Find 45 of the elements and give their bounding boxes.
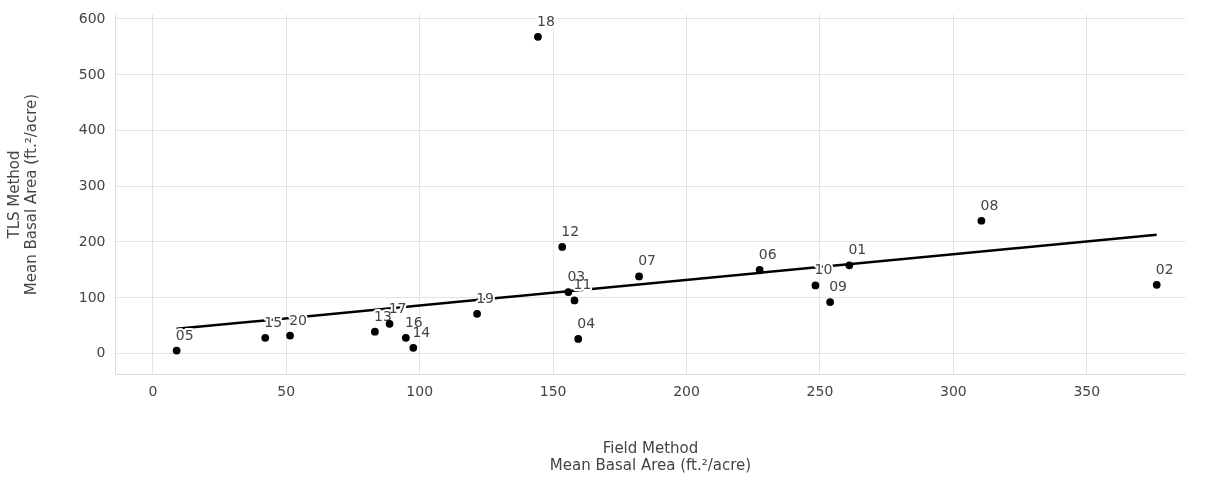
point <box>1152 280 1161 289</box>
point <box>371 327 379 336</box>
point <box>401 333 410 342</box>
annotation: 09 <box>829 278 848 295</box>
x-tick-label: 150 <box>539 382 567 399</box>
point <box>564 288 573 296</box>
y-axis-title: TLS Method Mean Basal Area (ft.²/acre) <box>4 93 40 296</box>
x-tick-label: 0 <box>148 382 158 399</box>
annotation: 05 <box>175 326 194 343</box>
point <box>811 281 820 290</box>
y-tick-label: 500 <box>78 65 106 82</box>
x-tick-label: 250 <box>806 382 834 399</box>
point <box>574 335 583 343</box>
y-tick-label: 400 <box>78 121 106 138</box>
y-tick-label: 300 <box>78 177 106 194</box>
annotation: 08 <box>980 196 999 213</box>
point <box>845 261 854 270</box>
point <box>558 243 567 251</box>
point <box>286 331 294 340</box>
x-tick-label: 100 <box>406 382 434 399</box>
y-tick-label: 200 <box>78 232 106 249</box>
annotation: 04 <box>577 314 596 331</box>
annotation: 18 <box>537 12 555 29</box>
annotation: 02 <box>1155 260 1174 277</box>
annotation: 01 <box>848 241 867 258</box>
annotation: 06 <box>758 245 777 262</box>
annotation: 07 <box>638 252 656 269</box>
y-tick-label: 100 <box>78 288 106 305</box>
x-tick-label: 50 <box>277 382 296 399</box>
x-axis-title: Field Method Mean Basal Area (ft.²/acre) <box>549 438 752 474</box>
point <box>172 346 181 355</box>
point <box>635 272 643 281</box>
point <box>409 343 418 352</box>
point <box>826 298 834 306</box>
point <box>473 309 481 318</box>
y-tick-label: 600 <box>78 9 106 26</box>
x-tick-label: 300 <box>939 382 967 399</box>
x-tick-label: 350 <box>1073 382 1101 399</box>
point <box>534 32 542 41</box>
y-tick-label: 0 <box>96 344 106 361</box>
point <box>570 296 579 305</box>
point <box>261 333 270 342</box>
point <box>977 216 986 225</box>
annotation: 12 <box>561 222 580 239</box>
x-tick-label: 200 <box>673 382 700 399</box>
